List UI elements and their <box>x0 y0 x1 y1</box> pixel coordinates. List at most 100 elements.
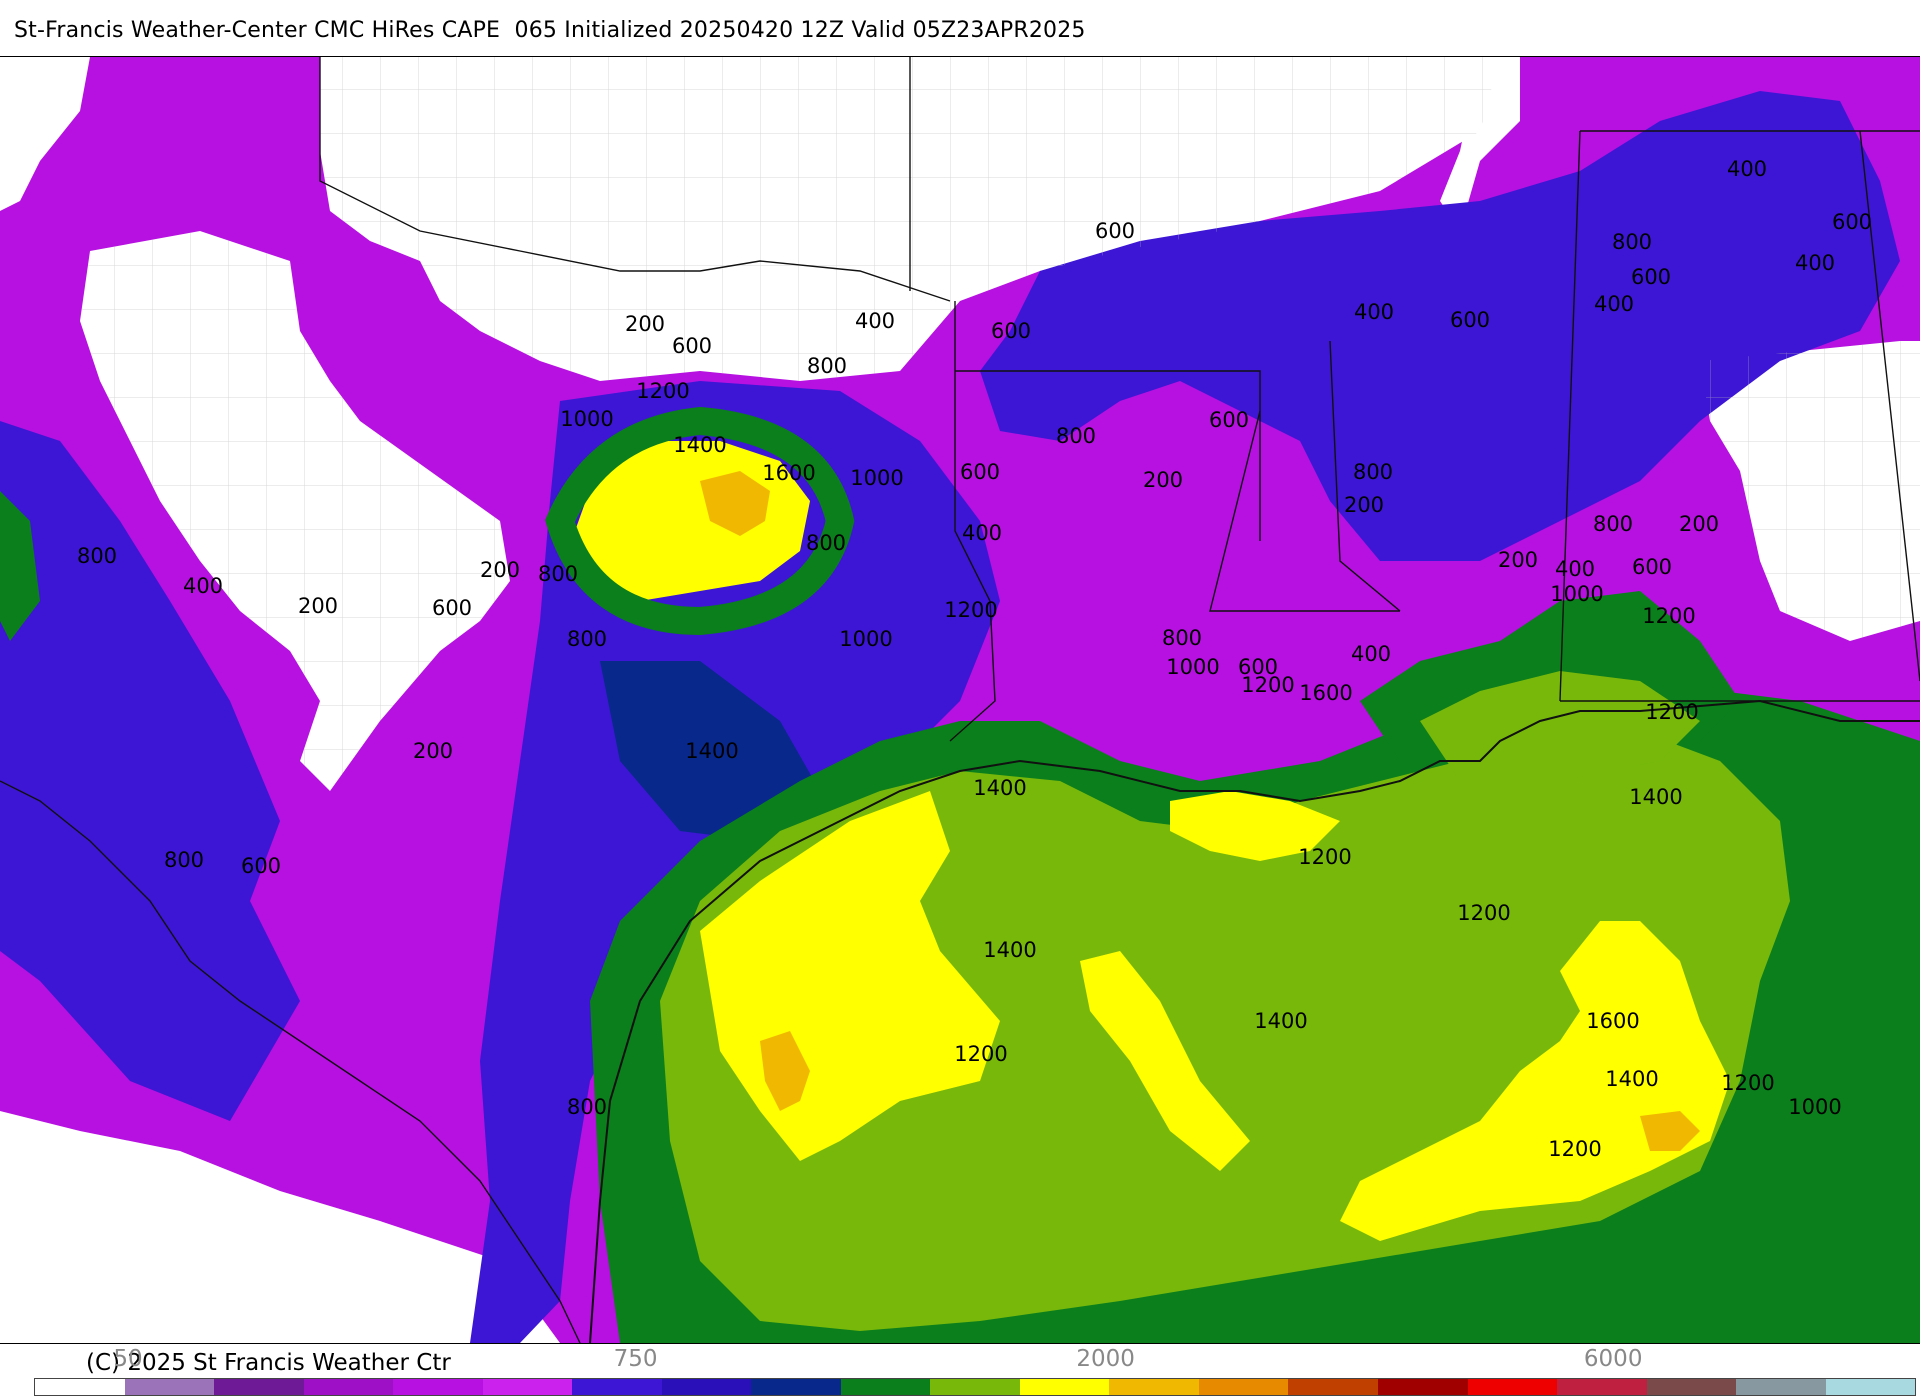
footer: (C) 2025 St Francis Weather Ctr 50 750 200… <box>0 1342 1920 1400</box>
contour-label: 400 <box>962 521 1002 545</box>
colorbar-swatch <box>482 1379 573 1395</box>
contour-label: 600 <box>1631 265 1671 289</box>
colorbar-swatch <box>572 1379 662 1395</box>
contour-label: 1400 <box>973 776 1026 800</box>
colorbar-swatch <box>1019 1379 1110 1395</box>
contour-label: 800 <box>807 354 847 378</box>
contour-label: 1200 <box>1721 1071 1774 1095</box>
contour-label: 800 <box>806 531 846 555</box>
contour-label: 200 <box>1143 468 1183 492</box>
contour-label: 600 <box>241 854 281 878</box>
colorbar-tick-label: 750 <box>613 1346 658 1372</box>
contour-label: 200 <box>413 739 453 763</box>
cape-orange-texas <box>700 471 770 536</box>
contour-label: 1400 <box>1254 1009 1307 1033</box>
contour-label: 600 <box>1095 219 1135 243</box>
no-cape-southwest <box>0 1111 560 1343</box>
colorbar-swatch <box>303 1379 394 1395</box>
colorbar-swatch <box>1377 1379 1468 1395</box>
cape-map: 200 600 400 800 1200 1000 1400 1600 1000 800 600 40… <box>0 56 1920 1344</box>
contour-label: 1000 <box>850 466 903 490</box>
contour-label: 1000 <box>1166 655 1219 679</box>
contour-label: 400 <box>1795 251 1835 275</box>
colorbar-swatch <box>661 1379 752 1395</box>
cape-orange-east <box>1640 1111 1700 1151</box>
colorbar-swatch <box>840 1379 931 1395</box>
colorbar-swatch <box>1109 1379 1199 1395</box>
contour-label: 1400 <box>1605 1067 1658 1091</box>
colorbar-tick-label: 50 <box>113 1346 143 1372</box>
contour-label: 400 <box>1351 642 1391 666</box>
contour-label: 800 <box>1593 512 1633 536</box>
cape-yellow-central-gulf <box>1080 951 1250 1171</box>
colorbar-swatch <box>930 1379 1020 1395</box>
colorbar-swatch <box>751 1379 841 1395</box>
contour-labels: 200 600 400 800 1200 1000 1400 1600 1000 800 600 40… <box>77 157 1872 1161</box>
contour-label: 800 <box>164 848 204 872</box>
colorbar-swatch <box>1467 1379 1558 1395</box>
contour-label: 1200 <box>1645 700 1698 724</box>
cape-band-west-green <box>0 491 40 641</box>
colorbar-tick-label: 6000 <box>1583 1346 1643 1372</box>
colorbar-swatch <box>124 1379 215 1395</box>
contour-label: 200 <box>625 312 665 336</box>
colorbar-swatch <box>1557 1379 1647 1395</box>
colorbar-swatch <box>1288 1379 1378 1395</box>
colorbar-swatch <box>393 1379 483 1395</box>
contour-label: 200 <box>298 594 338 618</box>
contour-label: 1200 <box>1298 845 1351 869</box>
contour-label: 800 <box>1056 424 1096 448</box>
contour-label: 1600 <box>1299 681 1352 705</box>
contour-label: 1600 <box>1586 1009 1639 1033</box>
contour-label: 400 <box>855 309 895 333</box>
contour-label: 600 <box>1632 555 1672 579</box>
contour-label: 1000 <box>560 407 613 431</box>
contour-label: 1200 <box>944 598 997 622</box>
country-border <box>0 780 581 1343</box>
contour-label: 800 <box>1612 230 1652 254</box>
contour-label: 400 <box>1555 557 1595 581</box>
colorbar-swatch <box>35 1379 125 1395</box>
contour-label: 800 <box>567 1095 607 1119</box>
colorbar-swatch <box>1825 1379 1916 1395</box>
contour-label: 1400 <box>983 938 1036 962</box>
no-cape-northeast <box>1440 57 1520 231</box>
colorbar <box>34 1378 1916 1396</box>
contour-label: 1200 <box>954 1042 1007 1066</box>
state-boundaries <box>319 57 1920 742</box>
contour-label: 1400 <box>673 433 726 457</box>
no-cape-northwest <box>0 57 90 211</box>
cape-band-west-blue <box>0 421 300 1121</box>
contour-label: 800 <box>77 544 117 568</box>
colorbar-swatch <box>1646 1379 1737 1395</box>
contour-label: 600 <box>960 460 1000 484</box>
contour-label: 200 <box>480 558 520 582</box>
contour-label: 1200 <box>1548 1137 1601 1161</box>
contour-label: 1200 <box>1457 901 1510 925</box>
map-title: St-Francis Weather-Center CMC HiRes CAPE… <box>14 18 1086 43</box>
cape-green-texas-ring <box>545 406 855 636</box>
contour-label: 200 <box>1498 548 1538 572</box>
contour-label: 400 <box>183 574 223 598</box>
colorbar-swatch <box>1736 1379 1826 1395</box>
gulf-coastline <box>589 699 1920 1343</box>
contour-label: 1400 <box>1629 785 1682 809</box>
cape-band-north-blue <box>980 91 1900 561</box>
contour-label: 600 <box>991 319 1031 343</box>
contour-label: 1000 <box>1550 582 1603 606</box>
contour-label: 400 <box>1354 300 1394 324</box>
contour-label: 1000 <box>1788 1095 1841 1119</box>
contour-label: 400 <box>1594 292 1634 316</box>
colorbar-tick-label: 2000 <box>1076 1346 1135 1372</box>
contour-label: 1200 <box>1241 673 1294 697</box>
cape-light-green-ne <box>1420 671 1700 781</box>
contour-label: 1600 <box>762 461 815 485</box>
contour-label: 800 <box>538 562 578 586</box>
contour-label: 200 <box>1344 493 1384 517</box>
contour-label: 600 <box>1209 408 1249 432</box>
copyright-text: (C) 2025 St Francis Weather Ctr <box>86 1350 451 1376</box>
contour-label: 200 <box>1679 512 1719 536</box>
contour-label: 600 <box>672 334 712 358</box>
contour-label: 400 <box>1727 157 1767 181</box>
cape-band-navy <box>600 661 820 841</box>
